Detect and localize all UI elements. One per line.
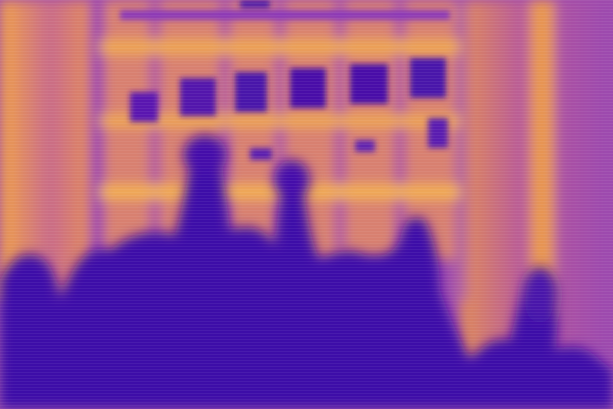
thermal-image bbox=[0, 0, 613, 409]
scanlines bbox=[0, 0, 613, 409]
